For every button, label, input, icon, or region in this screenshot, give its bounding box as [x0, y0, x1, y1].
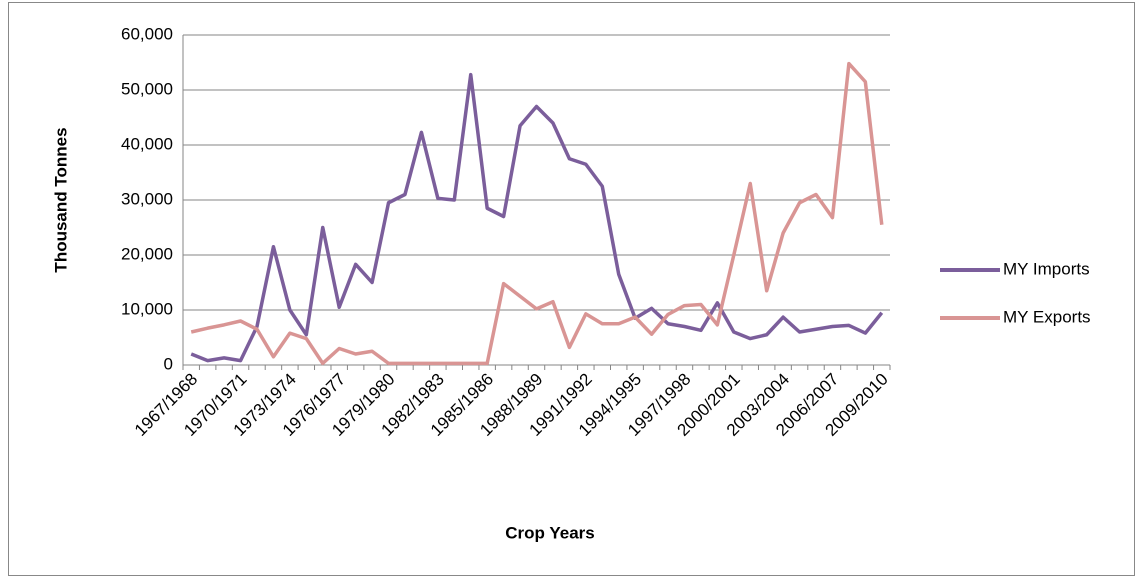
y-tick-label: 50,000 — [121, 79, 173, 98]
y-axis-title: Thousand Tonnes — [51, 127, 70, 272]
y-tick-label: 0 — [164, 354, 173, 373]
legend-label: MY Imports — [1003, 259, 1090, 278]
series-line — [190, 72, 884, 363]
y-tick-label: 60,000 — [121, 24, 173, 43]
legend-label: MY Exports — [1003, 307, 1091, 326]
series-line — [190, 61, 884, 366]
y-tick-label: 20,000 — [121, 244, 173, 263]
y-tick-label: 30,000 — [121, 189, 173, 208]
y-tick-label: 40,000 — [121, 134, 173, 153]
y-tick-label: 10,000 — [121, 299, 173, 318]
x-axis-title: Crop Years — [505, 523, 594, 542]
chart-frame — [8, 2, 1135, 576]
